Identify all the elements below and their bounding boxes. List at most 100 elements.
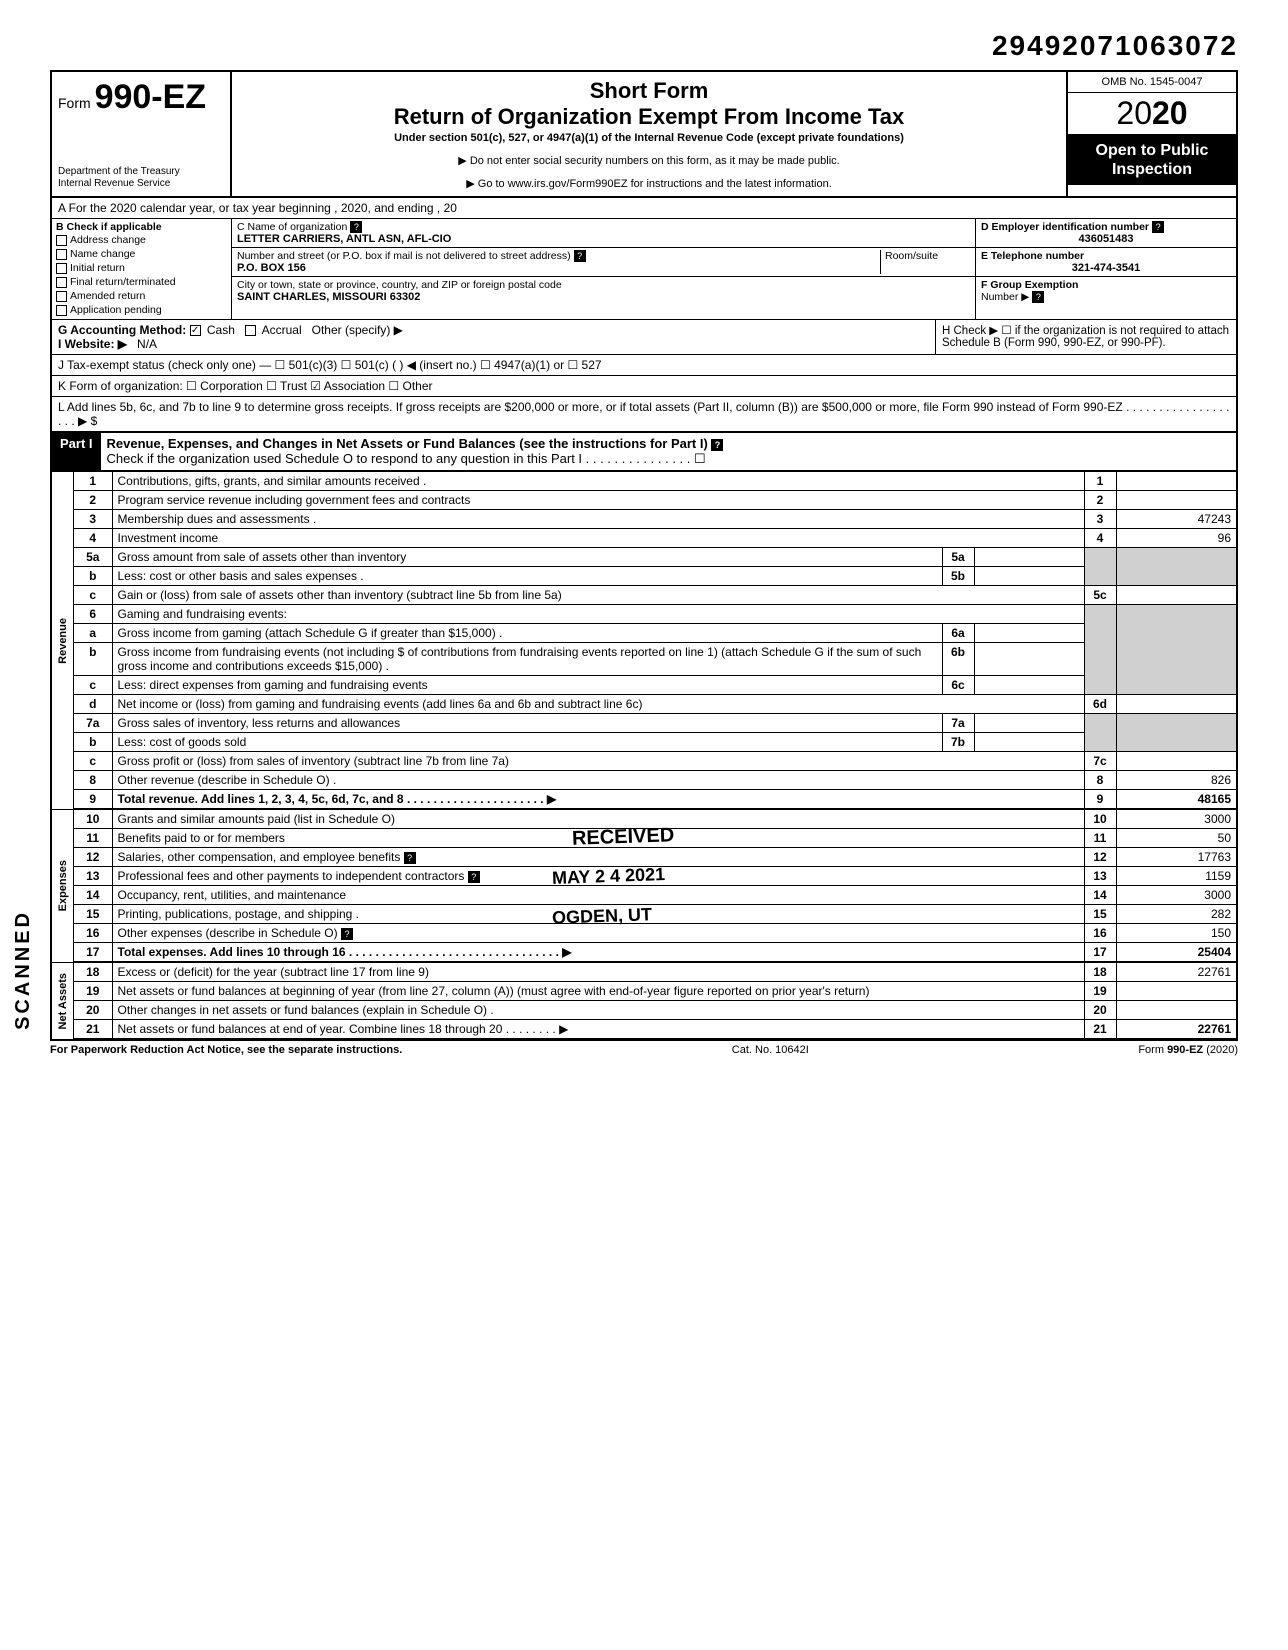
d14: Occupancy, rent, utilities, and maintena… (112, 886, 1084, 905)
line-k: K Form of organization: ☐ Corporation ☐ … (52, 376, 1236, 397)
scanned-stamp: SCANNED (12, 910, 35, 1030)
title-return: Return of Organization Exempt From Incom… (242, 104, 1056, 130)
sh7 (1084, 714, 1116, 752)
cb-name-change[interactable] (56, 249, 67, 260)
n19: 19 (74, 982, 112, 1001)
subtitle: Under section 501(c), 527, or 4947(a)(1)… (242, 132, 1056, 144)
n9: 9 (74, 790, 112, 809)
title-short-form: Short Form (242, 78, 1056, 104)
help-icon[interactable]: ? (1152, 221, 1164, 233)
form-990ez: Form 990-EZ Department of the Treasury I… (50, 70, 1238, 1041)
r16n: 16 (1084, 924, 1116, 943)
form-number: 990-EZ (95, 78, 207, 116)
d8: Other revenue (describe in Schedule O) . (112, 771, 1084, 790)
identity-block: B Check if applicable Address change Nam… (52, 219, 1236, 320)
n6a: a (74, 624, 112, 643)
cb-app-pending[interactable] (56, 305, 67, 316)
n10: 10 (74, 810, 112, 829)
scan-number: 29492071063072 (50, 30, 1238, 62)
r10n: 10 (1084, 810, 1116, 829)
r4v: 96 (1116, 529, 1236, 548)
label-city: City or town, state or province, country… (237, 279, 562, 291)
lbl-name-change: Name change (70, 248, 135, 260)
lbl-other-method: Other (specify) ▶ (312, 323, 403, 337)
n6b: b (74, 643, 112, 676)
r8v: 826 (1116, 771, 1236, 790)
omb-number: OMB No. 1545-0047 (1068, 72, 1236, 93)
form-prefix: Form (58, 95, 91, 111)
netassets-section: Net Assets 18Excess or (deficit) for the… (52, 962, 1236, 1039)
label-group-number: Number ▶ (981, 291, 1029, 303)
n6c: c (74, 676, 112, 695)
r12v: 17763 (1116, 848, 1236, 867)
cb-accrual[interactable] (245, 325, 256, 336)
r4n: 4 (1084, 529, 1116, 548)
m6b: 6b (942, 643, 974, 676)
cb-initial-return[interactable] (56, 263, 67, 274)
shv7 (1116, 714, 1236, 752)
d9: Total revenue. Add lines 1, 2, 3, 4, 5c,… (118, 792, 404, 806)
rv7c (1116, 752, 1236, 771)
cb-amended[interactable] (56, 291, 67, 302)
r7c: 7c (1084, 752, 1116, 771)
n5a: 5a (74, 548, 112, 567)
d13: Professional fees and other payments to … (118, 869, 465, 883)
open-public-2: Inspection (1072, 160, 1232, 179)
v5b (974, 567, 1084, 586)
section-c: C Name of organization ? LETTER CARRIERS… (232, 219, 976, 319)
cb-address-change[interactable] (56, 235, 67, 246)
help-icon[interactable]: ? (1032, 291, 1044, 303)
side-netassets: Net Assets (55, 971, 71, 1031)
stamp-received: RECEIVED (572, 824, 675, 851)
label-phone: E Telephone number (981, 250, 1084, 262)
r17n: 17 (1084, 943, 1116, 962)
header-left: Form 990-EZ Department of the Treasury I… (52, 72, 232, 196)
help-icon[interactable]: ? (350, 221, 362, 233)
d6c: Less: direct expenses from gaming and fu… (112, 676, 942, 695)
d5c: Gain or (loss) from sale of assets other… (112, 586, 1084, 605)
label-ein: D Employer identification number (981, 221, 1149, 233)
r1n: 1 (1084, 472, 1116, 491)
phone-value: 321-474-3541 (981, 262, 1231, 274)
section-b-title: B Check if applicable (56, 221, 227, 233)
label-room: Room/suite (885, 250, 938, 262)
lbl-accrual: Accrual (262, 323, 302, 337)
help-icon[interactable]: ? (341, 928, 353, 940)
revenue-section: Revenue 1Contributions, gifts, grants, a… (52, 471, 1236, 809)
n7b: b (74, 733, 112, 752)
line-a: A For the 2020 calendar year, or tax yea… (52, 198, 1236, 219)
lbl-cash: Cash (207, 323, 235, 337)
m7a: 7a (942, 714, 974, 733)
side-revenue: Revenue (55, 616, 71, 666)
help-icon[interactable]: ? (574, 250, 586, 262)
help-icon[interactable]: ? (711, 439, 723, 451)
r11n: 11 (1084, 829, 1116, 848)
r21v: 22761 (1116, 1020, 1236, 1039)
cb-final-return[interactable] (56, 277, 67, 288)
ein-value: 436051483 (981, 233, 1231, 245)
r15v: 282 (1116, 905, 1236, 924)
v7b (974, 733, 1084, 752)
help-icon[interactable]: ? (468, 871, 480, 883)
website-note: ▶ Go to www.irs.gov/Form990EZ for instru… (242, 177, 1056, 190)
r9v: 48165 (1116, 790, 1236, 809)
v7a (974, 714, 1084, 733)
n11: 11 (74, 829, 112, 848)
open-public-1: Open to Public (1072, 141, 1232, 160)
label-website: I Website: ▶ (58, 337, 127, 351)
d6d: Net income or (loss) from gaming and fun… (112, 695, 1084, 714)
help-icon[interactable]: ? (404, 852, 416, 864)
d16: Other expenses (describe in Schedule O) (118, 926, 338, 940)
d18: Excess or (deficit) for the year (subtra… (112, 963, 1084, 982)
r19v (1116, 982, 1236, 1001)
footer-formref: Form 990-EZ (2020) (1138, 1044, 1238, 1056)
n17: 17 (74, 943, 112, 962)
n3: 3 (74, 510, 112, 529)
revenue-table: 1Contributions, gifts, grants, and simil… (74, 471, 1236, 809)
n13: 13 (74, 867, 112, 886)
r16v: 150 (1116, 924, 1236, 943)
cb-cash[interactable]: ✓ (190, 325, 201, 336)
line-j: J Tax-exempt status (check only one) — ☐… (52, 355, 1236, 376)
rv5c (1116, 586, 1236, 605)
rv6d (1116, 695, 1236, 714)
